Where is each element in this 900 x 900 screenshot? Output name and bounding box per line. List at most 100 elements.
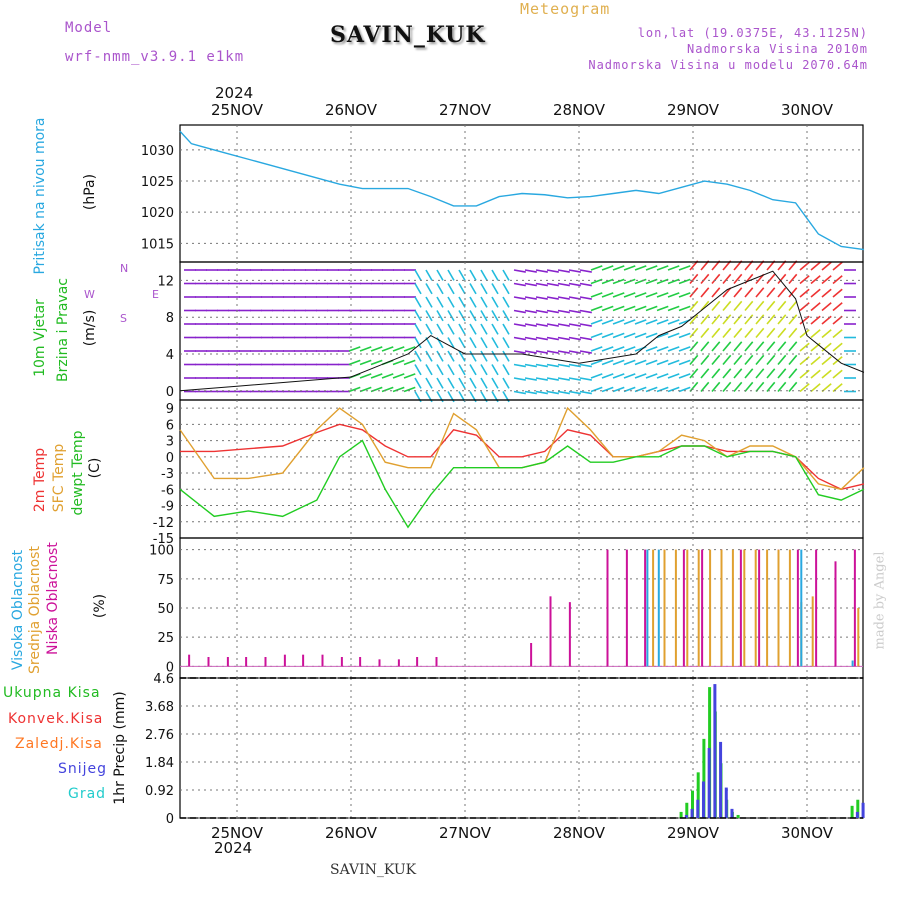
wind-arrow [469, 350, 477, 362]
y-tick-label: 1020 [141, 206, 174, 221]
wind-arrow [667, 373, 680, 379]
y-tick-label: 3 [166, 435, 174, 450]
wind-arrow [612, 278, 625, 285]
wind-arrow [689, 354, 699, 366]
wind-arrow [623, 346, 636, 352]
wind-arrow [425, 283, 433, 295]
wind-arrow [557, 323, 570, 327]
wind-arrow [590, 359, 603, 366]
wind-arrow [458, 364, 466, 376]
wind-arrow [799, 315, 810, 325]
wind-arrow [414, 350, 422, 362]
wind-arrow [590, 265, 603, 271]
wind-arrow [766, 273, 776, 285]
wind-arrow [766, 300, 776, 312]
temp-line-2 [179, 439, 865, 529]
wind-arrow [645, 305, 658, 312]
wind-arrow [810, 275, 821, 285]
wind-arrow [381, 346, 394, 352]
wind-arrow [568, 309, 581, 314]
wind-arrow [788, 300, 798, 312]
wind-arrow [392, 373, 405, 379]
wind-arrow [667, 346, 680, 352]
wind-arrow [634, 292, 647, 298]
wind-arrow [623, 292, 636, 298]
wind-arrow [546, 363, 559, 368]
wind-arrow [678, 386, 691, 393]
wind-arrow [436, 350, 444, 362]
precip-bar [724, 787, 728, 818]
wind-arrow [777, 300, 787, 312]
x-tick-label-bottom: 28NOV [553, 824, 606, 842]
wind-arrow [678, 359, 691, 366]
wind-arrow [458, 377, 466, 389]
wind-arrow [810, 369, 821, 379]
wind-arrow [777, 327, 787, 339]
wind-arrow [491, 310, 499, 322]
wind-arrow [634, 319, 647, 325]
wind-arrow [700, 300, 710, 312]
y-tick-label: 75 [157, 573, 174, 588]
wind-arrow [535, 377, 548, 381]
wind-arrow [788, 314, 798, 325]
y-tick-label: 25 [157, 631, 174, 646]
wind-arrow [480, 337, 488, 349]
wind-arrow [546, 296, 559, 300]
wind-arrow [700, 368, 710, 379]
wind-arrow [414, 337, 422, 349]
y-tick-label: 100 [149, 544, 174, 559]
wind-arrow [425, 364, 433, 376]
wind-arrow [788, 327, 798, 339]
wind-arrow [491, 283, 499, 295]
wind-arrow [788, 381, 798, 393]
wind-arrow [557, 350, 570, 354]
precip-bar [701, 781, 705, 818]
wind-arrow [799, 275, 810, 285]
wind-arrow [535, 363, 548, 368]
wind-arrow [469, 283, 477, 295]
wind-arrow [678, 265, 691, 271]
wind-arrow [777, 381, 787, 393]
wind-arrow [546, 350, 559, 354]
wind-arrow [601, 332, 614, 339]
wind-arrow [667, 265, 680, 271]
wind-arrow [524, 323, 537, 327]
y-tick-label: 1.84 [145, 756, 174, 771]
wind-arrow [711, 381, 721, 393]
wind-arrow [722, 327, 732, 339]
wind-arrow [667, 305, 680, 312]
wind-arrow [733, 273, 743, 285]
wind-arrow [733, 327, 743, 339]
wind-arrow [634, 265, 647, 271]
wind-arrow [799, 356, 810, 366]
wind-arrow [590, 305, 603, 312]
wind-arrow [601, 305, 614, 312]
wind-arrow [458, 350, 466, 362]
wind-arrow [821, 369, 832, 379]
precip-bar [855, 811, 859, 818]
wind-arrow [612, 305, 625, 312]
bottom-year: 2024 [214, 839, 253, 857]
precip-bar [684, 814, 688, 818]
wind-arrow [821, 261, 832, 271]
wind-arrow [524, 296, 537, 300]
wind-arrow [425, 269, 433, 281]
wind-arrow [436, 269, 444, 281]
wind-arrow [414, 269, 422, 281]
wind-arrow [557, 390, 570, 395]
wind-arrow [722, 273, 732, 285]
wind-arrow [766, 287, 776, 298]
y-tick-label: 12 [157, 274, 174, 289]
wind-arrow [832, 383, 843, 393]
footer-station: SAVIN_KUK [330, 862, 417, 878]
wind-arrow [755, 300, 765, 312]
model-elevation-text: Nadmorska Visina u modelu 2070.64m [588, 58, 868, 72]
wind-arrow [590, 373, 603, 379]
wind-arrow [535, 390, 548, 395]
wind-arrow [645, 346, 658, 352]
wind-arrow [744, 314, 754, 325]
wind-arrow [678, 332, 691, 339]
wind-arrow [502, 364, 510, 376]
wind-arrow [755, 314, 765, 325]
wind-arrow [359, 346, 372, 352]
